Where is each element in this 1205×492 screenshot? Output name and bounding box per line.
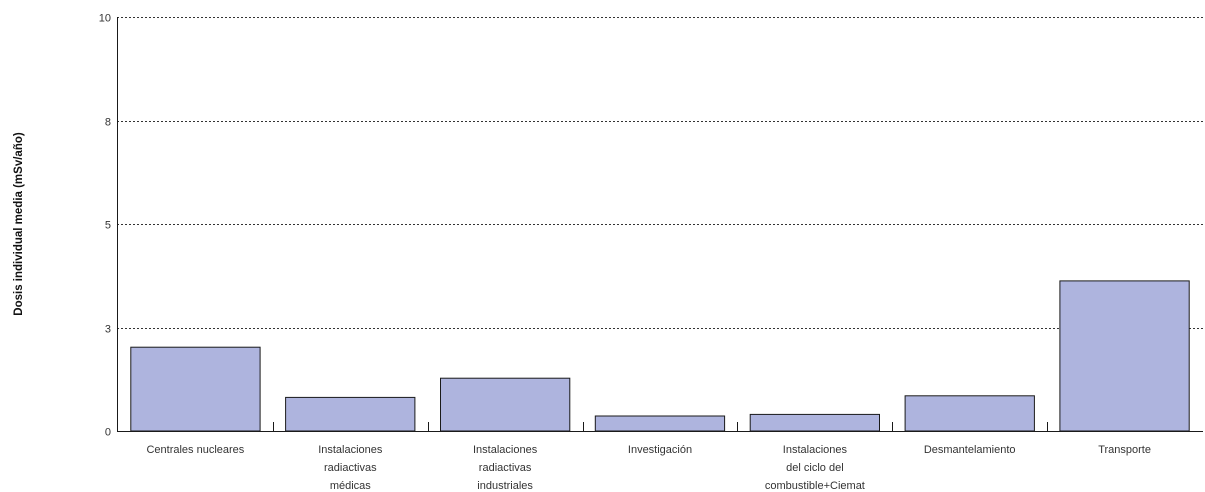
y-tick-label: 8 [105,117,111,129]
x-tick-label-line: del ciclo del [786,462,843,474]
bar [440,377,571,432]
x-tick-label-line: Transporte [1098,444,1151,456]
x-tick-label-line: Investigación [628,444,692,456]
bar [1059,280,1190,432]
x-tick-label: Instalaciones radiactivas médicas [318,444,383,492]
x-tick-label: Investigación [628,444,692,456]
x-tick-label-line: Instalaciones [318,444,383,456]
y-tick-label: 0 [105,427,111,439]
bar [594,415,726,432]
bar [904,395,1035,432]
x-tick-label: Desmantelamiento [924,444,1016,456]
x-tick-label-line: radiactivas [479,462,532,474]
bar [285,396,416,432]
y-axis-title: Dosis individual media (mSv/año) [13,132,25,316]
x-tick-label-line: médicas [330,480,371,492]
x-tick-label: Instalaciones del ciclo del combustible+Ci… [765,444,865,492]
x-tick-label: Centrales nucleares [146,444,244,456]
x-tick-label: Instalaciones radiactivas industriales [473,444,538,492]
y-tick-label: 3 [105,324,111,336]
x-tick-label-line: combustible+Ciemat [765,480,865,492]
x-tick-label-line: Desmantelamiento [924,444,1016,456]
x-tick-label-line: radiactivas [324,462,377,474]
x-tick-label-line: Instalaciones [783,444,848,456]
bar [130,346,261,432]
x-tick-label-line: industriales [477,480,533,492]
x-tick-label: Transporte [1098,444,1151,456]
y-tick-label: 10 [99,13,111,25]
x-tick-label-line: Centrales nucleares [146,444,244,456]
x-tick-label-line: Instalaciones [473,444,538,456]
bar [749,413,881,432]
y-tick-label: 5 [105,220,111,232]
